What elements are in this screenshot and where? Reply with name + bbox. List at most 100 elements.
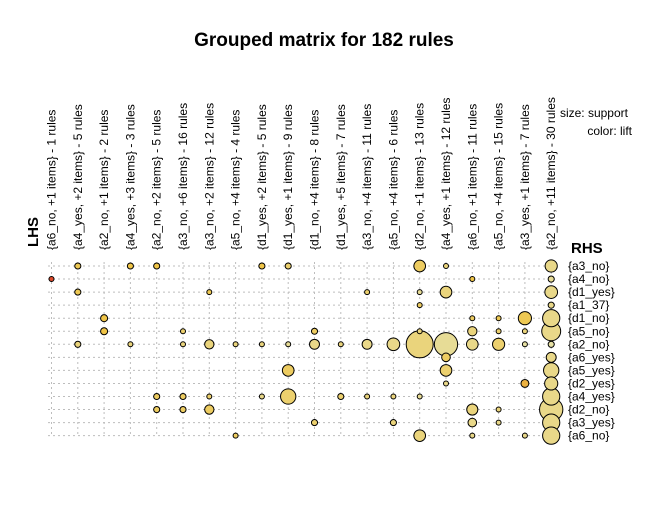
rule-bubble (285, 341, 292, 348)
rule-bubble (390, 393, 397, 400)
rule-bubble (416, 328, 423, 335)
rhs-item-label: {a5_no} (568, 324, 609, 338)
rule-bubble (517, 311, 532, 326)
rhs-item-label: {d1_yes} (568, 285, 615, 299)
lhs-group-label: {a3_no, +6 items} - 16 rules (176, 103, 190, 250)
rule-bubble (492, 337, 506, 351)
rule-bubble (547, 275, 555, 283)
rule-bubble (364, 289, 371, 296)
rule-bubble (542, 426, 561, 445)
rule-bubble (361, 338, 373, 350)
lhs-group-label: {d2_no, +1 items} - 13 rules (413, 103, 427, 250)
lhs-group-label: {a6_no, +1 items} - 11 rules (465, 104, 479, 250)
rule-bubble (542, 309, 561, 328)
lhs-group-label: {a3_no, +2 items} - 12 rules (202, 103, 216, 250)
rule-bubble (441, 352, 451, 363)
rule-bubble (310, 327, 319, 335)
rule-bubble (443, 380, 449, 387)
rule-bubble (281, 364, 295, 377)
rhs-axis-label: RHS (571, 240, 603, 257)
rule-bubble (309, 338, 320, 350)
lhs-group-label: {a2_no, +2 items} - 5 rules (150, 110, 164, 250)
lhs-axis-label: LHS (25, 217, 42, 247)
rhs-item-label: {a6_yes} (568, 350, 615, 364)
rule-bubble (258, 341, 265, 348)
rule-bubble (232, 432, 239, 439)
lhs-group-label: {d1_yes, +5 items} - 7 rules (334, 104, 348, 250)
rule-bubble (469, 432, 476, 439)
rule-bubble (547, 301, 555, 309)
rhs-item-label: {a5_yes} (568, 363, 615, 377)
rule-bubble (495, 406, 502, 413)
lhs-group-label: {a3_no, +4 items} - 11 rules (360, 104, 374, 250)
rule-bubble (280, 388, 297, 405)
rule-bubble (520, 379, 530, 388)
rule-bubble (206, 289, 213, 296)
rhs-item-label: {a2_no} (568, 337, 609, 351)
rule-bubble (433, 332, 459, 357)
rule-bubble (310, 419, 319, 427)
chart-title: Grouped matrix for 182 rules (194, 30, 454, 51)
legend-color-label: color: lift (587, 124, 632, 138)
lhs-group-label: {a4_yes, +2 items} - 5 rules (71, 104, 85, 250)
lhs-group-label: {d1_yes, +2 items} - 5 rules (255, 104, 269, 250)
rule-bubble (544, 259, 558, 273)
rule-bubble (389, 419, 397, 427)
rule-bubble (337, 341, 344, 348)
rule-bubble (153, 405, 161, 414)
rhs-item-label: {d2_no} (568, 403, 609, 417)
rule-bubble (416, 302, 423, 309)
rule-bubble (543, 362, 560, 379)
rule-bubble (284, 262, 292, 270)
rule-bubble (413, 429, 427, 442)
rule-bubble (413, 259, 427, 273)
rule-bubble (337, 392, 345, 401)
lhs-group-label: {a5_no, +4 items} - 15 rules (492, 103, 506, 250)
rule-bubble (204, 339, 215, 350)
rule-bubble (439, 364, 453, 377)
rule-bubble (416, 393, 423, 400)
rhs-item-label: {a3_no} (568, 259, 609, 273)
rule-bubble (521, 341, 528, 348)
rule-bubble (467, 417, 478, 428)
rule-bubble (258, 393, 265, 400)
rhs-item-label: {a3_yes} (568, 416, 615, 430)
lhs-group-label: {a2_no, +1 items} - 2 rules (97, 110, 111, 250)
rhs-item-label: {a4_yes} (568, 390, 615, 404)
rule-bubble (544, 376, 559, 391)
rule-bubble (545, 351, 557, 363)
lhs-group-label: {d1_no, +4 items} - 8 rules (308, 110, 322, 250)
rule-bubble (495, 328, 502, 335)
lhs-group-label: {a2_no, +11 items} - 30 rules (544, 97, 558, 250)
rule-bubble (127, 341, 134, 348)
lhs-group-label: {a5_no, +4 items} - 4 rules (229, 110, 243, 250)
rule-bubble (469, 315, 476, 322)
rule-bubble (465, 337, 479, 351)
rule-bubble (74, 262, 82, 270)
rule-bubble (416, 289, 423, 296)
lhs-group-label: {a3_yes, +1 items} - 7 rules (518, 104, 532, 250)
lhs-group-label: {a6_no, +1 items} - 1 rules (45, 110, 59, 250)
rule-bubble (495, 315, 502, 322)
rule-bubble (443, 263, 449, 269)
rule-bubble (469, 276, 476, 283)
rule-bubble (206, 393, 213, 400)
rule-bubble (48, 276, 55, 283)
rule-bubble (153, 262, 161, 270)
rule-bubble (100, 314, 109, 323)
rule-bubble (495, 419, 502, 426)
rhs-item-labels: {a3_no}{a4_no}{d1_yes}{a1_37}{d1_no}{a5_… (568, 259, 615, 443)
rule-bubble (180, 328, 186, 335)
rule-bubble (521, 328, 528, 335)
rule-bubble (439, 285, 453, 299)
rule-bubble (386, 337, 401, 352)
rule-bubble (466, 403, 479, 416)
lhs-group-label: {d1_yes, +1 items} - 9 rules (281, 104, 295, 250)
rule-bubble (126, 262, 134, 270)
rule-bubble (467, 326, 478, 337)
rule-bubble (179, 405, 187, 414)
rule-bubble (232, 341, 239, 348)
rhs-item-label: {a1_37} (568, 298, 609, 312)
lhs-group-label: {a5_no, +4 items} - 6 rules (386, 110, 400, 250)
